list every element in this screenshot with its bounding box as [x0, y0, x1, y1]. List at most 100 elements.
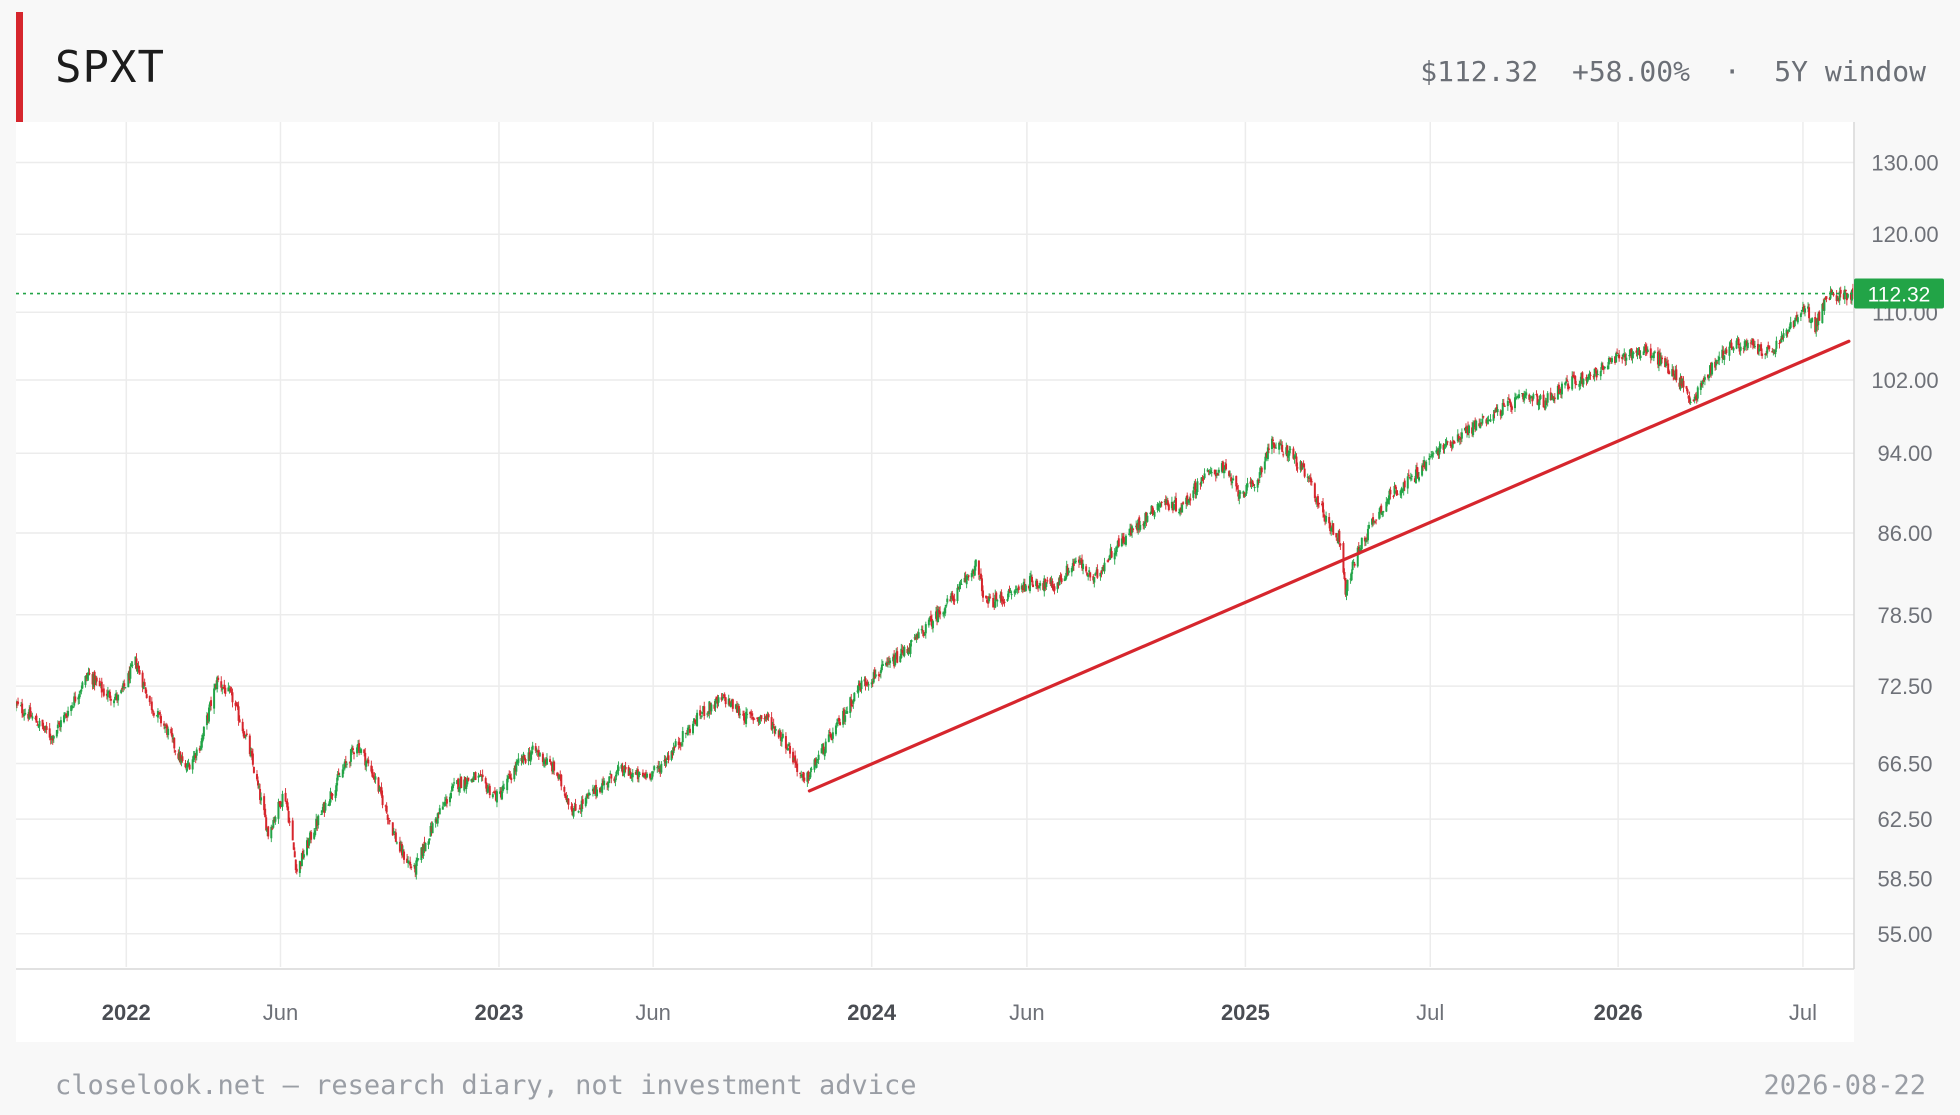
- candlestick: [477, 772, 480, 783]
- candle-body: [1015, 588, 1018, 590]
- candlestick: [728, 698, 731, 707]
- candlestick: [1235, 475, 1238, 492]
- candle-body: [1429, 455, 1432, 457]
- candlestick: [1573, 371, 1576, 380]
- candlestick: [1492, 410, 1495, 424]
- candlestick: [1678, 377, 1681, 390]
- candle-body: [1182, 502, 1185, 504]
- candlestick: [1485, 417, 1488, 427]
- candlestick: [552, 757, 555, 775]
- candlestick: [488, 783, 491, 799]
- candlestick: [236, 702, 239, 710]
- candlestick: [1042, 581, 1045, 591]
- candlestick: [1578, 380, 1581, 391]
- candle-body: [1493, 411, 1496, 414]
- candlestick: [538, 752, 541, 757]
- candlestick: [665, 758, 668, 767]
- candlestick: [99, 683, 102, 689]
- candlestick: [1609, 357, 1612, 364]
- candle-body: [370, 765, 373, 772]
- candle-body: [1566, 379, 1569, 381]
- candle-body: [644, 773, 647, 776]
- candlestick: [1049, 577, 1052, 587]
- chart-area[interactable]: 130.00 120.00 110.00 102.00 94.00 86.00 78.50 7…: [15, 122, 1960, 1042]
- candlestick: [287, 806, 290, 824]
- candle-body: [1699, 383, 1702, 390]
- candlestick: [1395, 487, 1398, 496]
- candle-body: [1078, 560, 1081, 564]
- candlestick: [431, 821, 434, 834]
- candle-body: [508, 774, 511, 776]
- candle-body: [213, 688, 216, 709]
- candle-body: [1151, 506, 1154, 514]
- candle-body: [52, 736, 55, 739]
- price-chart[interactable]: 130.00120.00110.00102.0094.0086.0078.507…: [15, 122, 1960, 1042]
- candlestick: [1794, 315, 1797, 322]
- candlestick: [207, 704, 210, 724]
- candlestick: [1445, 437, 1448, 448]
- candlestick: [1675, 364, 1678, 383]
- candle-body: [231, 692, 234, 703]
- candle-body: [1193, 483, 1196, 489]
- candle-body: [1231, 481, 1234, 484]
- candlestick: [409, 856, 412, 869]
- candle-body: [1207, 470, 1210, 472]
- candlestick: [1050, 575, 1053, 588]
- candlestick: [1037, 585, 1040, 592]
- candlestick: [136, 663, 139, 675]
- candlestick: [1687, 395, 1690, 403]
- candle-body: [1601, 365, 1604, 370]
- candle-body: [174, 750, 177, 752]
- candlestick: [377, 776, 380, 794]
- candle-body: [803, 777, 806, 781]
- candlestick: [1023, 578, 1026, 593]
- candlestick: [1130, 523, 1133, 537]
- candle-body: [129, 667, 132, 679]
- candle-body: [1510, 406, 1513, 410]
- candlestick: [763, 713, 766, 724]
- candle-body: [274, 817, 277, 822]
- candle-body: [1807, 306, 1810, 309]
- candle-body: [166, 725, 169, 735]
- candle-body: [1592, 376, 1595, 378]
- candle-body: [530, 751, 533, 755]
- candlestick: [430, 821, 433, 836]
- candlestick: [896, 647, 899, 664]
- candlestick: [1625, 353, 1628, 366]
- candlestick: [559, 770, 562, 782]
- candlestick: [1686, 388, 1689, 396]
- candlestick: [1052, 583, 1055, 592]
- candle-body: [1038, 585, 1041, 589]
- candle-body: [1052, 586, 1055, 589]
- candlestick: [1003, 598, 1006, 607]
- candle-body: [444, 798, 447, 801]
- candle-body: [1385, 501, 1388, 512]
- footer-date: 2026-08-22: [1763, 1070, 1926, 1101]
- candle-body: [1085, 566, 1088, 572]
- candle-body: [902, 650, 905, 654]
- candle-body: [1003, 601, 1006, 604]
- candlestick: [1681, 378, 1684, 388]
- candle-body: [191, 759, 194, 770]
- candle-body: [115, 693, 118, 698]
- candlestick: [1110, 546, 1113, 559]
- candle-body: [88, 673, 91, 675]
- candle-body: [927, 619, 930, 626]
- candle-body: [1292, 448, 1295, 459]
- candle-body: [1556, 385, 1559, 400]
- candlestick: [527, 748, 530, 766]
- candlestick: [1437, 448, 1440, 459]
- candlestick: [1737, 337, 1740, 349]
- candle-body: [1244, 493, 1247, 496]
- candlestick: [259, 783, 262, 804]
- candlestick: [1242, 490, 1245, 498]
- candle-body: [522, 753, 525, 761]
- candlestick: [1774, 348, 1777, 358]
- candlestick: [1223, 462, 1226, 474]
- candlestick: [1739, 342, 1742, 356]
- candle-body: [1787, 329, 1790, 332]
- candle-body: [1095, 570, 1098, 572]
- candle-body: [1287, 453, 1290, 458]
- candlestick: [1002, 596, 1005, 605]
- candlestick: [258, 782, 261, 790]
